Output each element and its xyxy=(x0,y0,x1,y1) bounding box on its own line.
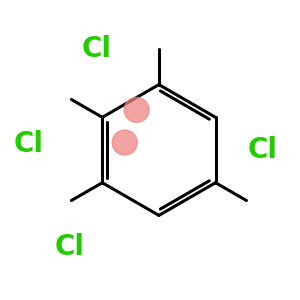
Circle shape xyxy=(124,98,149,122)
Circle shape xyxy=(112,130,137,155)
Text: Cl: Cl xyxy=(55,232,85,261)
Text: Cl: Cl xyxy=(13,130,43,158)
Text: Cl: Cl xyxy=(82,35,112,63)
Text: Cl: Cl xyxy=(248,136,278,164)
